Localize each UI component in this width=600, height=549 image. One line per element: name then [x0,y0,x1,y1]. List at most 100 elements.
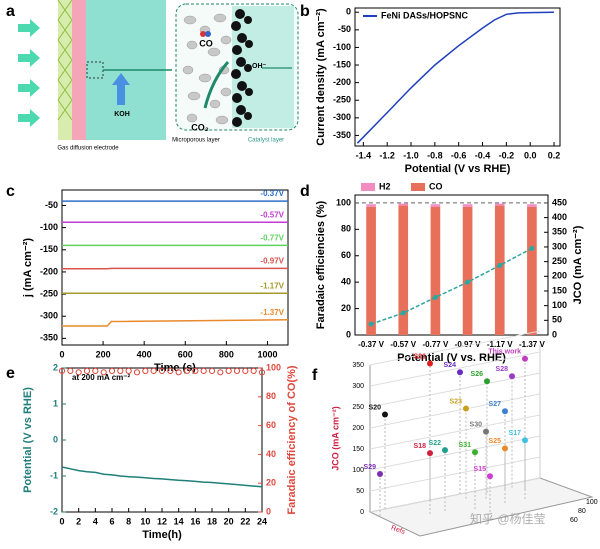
y-tick-label: 0 [346,7,351,17]
x-tick-label: 600 [178,349,193,359]
x-axis-label: Time(h) [142,529,182,541]
y2-tick-label: 0 [552,329,557,339]
bar [431,207,441,335]
ref-label: S21 [414,353,427,360]
point [497,263,502,268]
y2-tick-label: 300 [552,241,567,251]
ref-label: S25 [489,438,502,445]
ref-label: S24 [444,362,457,369]
x-tick-label: 14 [174,516,184,526]
y2-tick-label: 150 [552,285,567,295]
x-tick-label: -0.4 [475,150,491,160]
y-tick-label: -150 [333,59,351,69]
watermark: 知乎 @杨佳莹 [470,511,546,526]
x-tick-label: 22 [240,516,250,526]
y-tick-label: -350 [333,130,351,140]
x-tick-label: 0.2 [548,150,561,160]
y2-axis-label: Faradaic efficiency of CO(%) [286,365,298,514]
series-line [62,320,288,326]
microporous-band [72,0,86,140]
series-line [371,248,532,324]
z-tick-label: 80 [578,508,586,515]
x-tick-label: 8 [126,516,131,526]
ref-label: S20 [369,404,382,411]
ref-point [509,373,515,379]
y-tick-label: -250 [333,95,351,105]
z-tick-label: 60 [570,517,578,524]
y-tick-label: -50 [45,200,58,210]
ref-label: S31 [459,442,472,449]
panel-letter: a [6,3,15,20]
y2-tick-label: 100 [266,362,281,372]
series-label: -1.17V [260,281,284,290]
y-tick-label: -1 [50,470,58,480]
ref-label: This work [488,349,521,356]
legend-label: H2 [379,181,391,191]
y-tick-label: -50 [338,24,351,34]
point [209,368,214,373]
x-tick-label: -1.4 [356,150,372,160]
x-tick-label: 4 [93,516,98,526]
point [465,280,470,285]
y2-tick-label: 200 [552,271,567,281]
ref-label: S27 [489,401,502,408]
y-tick-label: -350 [40,333,58,343]
bar [495,204,505,206]
co2-label: CO₂ [191,122,209,132]
point [218,370,223,375]
ref-point [463,406,469,412]
ref-point [502,445,508,451]
x-tick-label: 12 [157,516,167,526]
y-tick-label: 250 [352,404,364,411]
x-tick-label: -0.2 [499,150,515,160]
y-tick-label: -150 [40,244,58,254]
x-tick-label: -1.37 V [519,340,545,349]
x-tick-label: 18 [207,516,217,526]
y-tick-label: 300 [352,383,364,390]
x-tick-label: -0.37 V [358,340,384,349]
bar [495,206,505,335]
panel-letter: b [300,3,310,20]
bar [398,204,408,206]
gas-arrows [18,19,40,127]
y-tick-label: -200 [333,77,351,87]
point [134,370,139,375]
ref-point [472,449,478,455]
y-tick-label: -2 [50,506,58,516]
point [529,246,534,251]
y2-tick-label: 450 [552,197,567,207]
y-axis-label: j (mA cm⁻²) [22,238,34,299]
ref-point [484,378,490,384]
bar [463,207,473,335]
gde-label: Gas diffusion electrode [57,146,119,152]
point [243,368,248,373]
series-label: -0.97V [260,256,284,265]
ref-label: S18 [414,443,427,450]
y2-tick-label: 0 [266,506,271,516]
x-tick-label: 400 [137,349,152,359]
y-tick-label: 150 [352,446,364,453]
ref-label: S30 [470,421,483,428]
grid-line [370,436,540,470]
x-tick-label: 0 [59,516,64,526]
point [201,368,206,373]
x-tick-label: 1000 [257,349,277,359]
y2-tick-label: 80 [266,391,276,401]
y2-axis-label: JCO (mA cm⁻²) [572,225,584,304]
bar [366,204,376,207]
legend-swatch [361,183,375,191]
diagram-a: a KOH Gas diffusion electrode [6,0,298,152]
plot-frame [62,368,262,512]
y-tick-label: 20 [341,303,351,313]
ref-point [377,471,383,477]
panel-letter: d [300,183,310,200]
y2-tick-label: 400 [552,212,567,222]
cl-label: Catalyst layer [248,138,284,144]
point [401,310,406,315]
ref-label: S26 [471,371,484,378]
ref-point [427,361,433,367]
series-line [357,12,554,143]
y-tick-label: -200 [40,266,58,276]
y-tick-label: -100 [40,222,58,232]
ref-point [457,369,463,375]
